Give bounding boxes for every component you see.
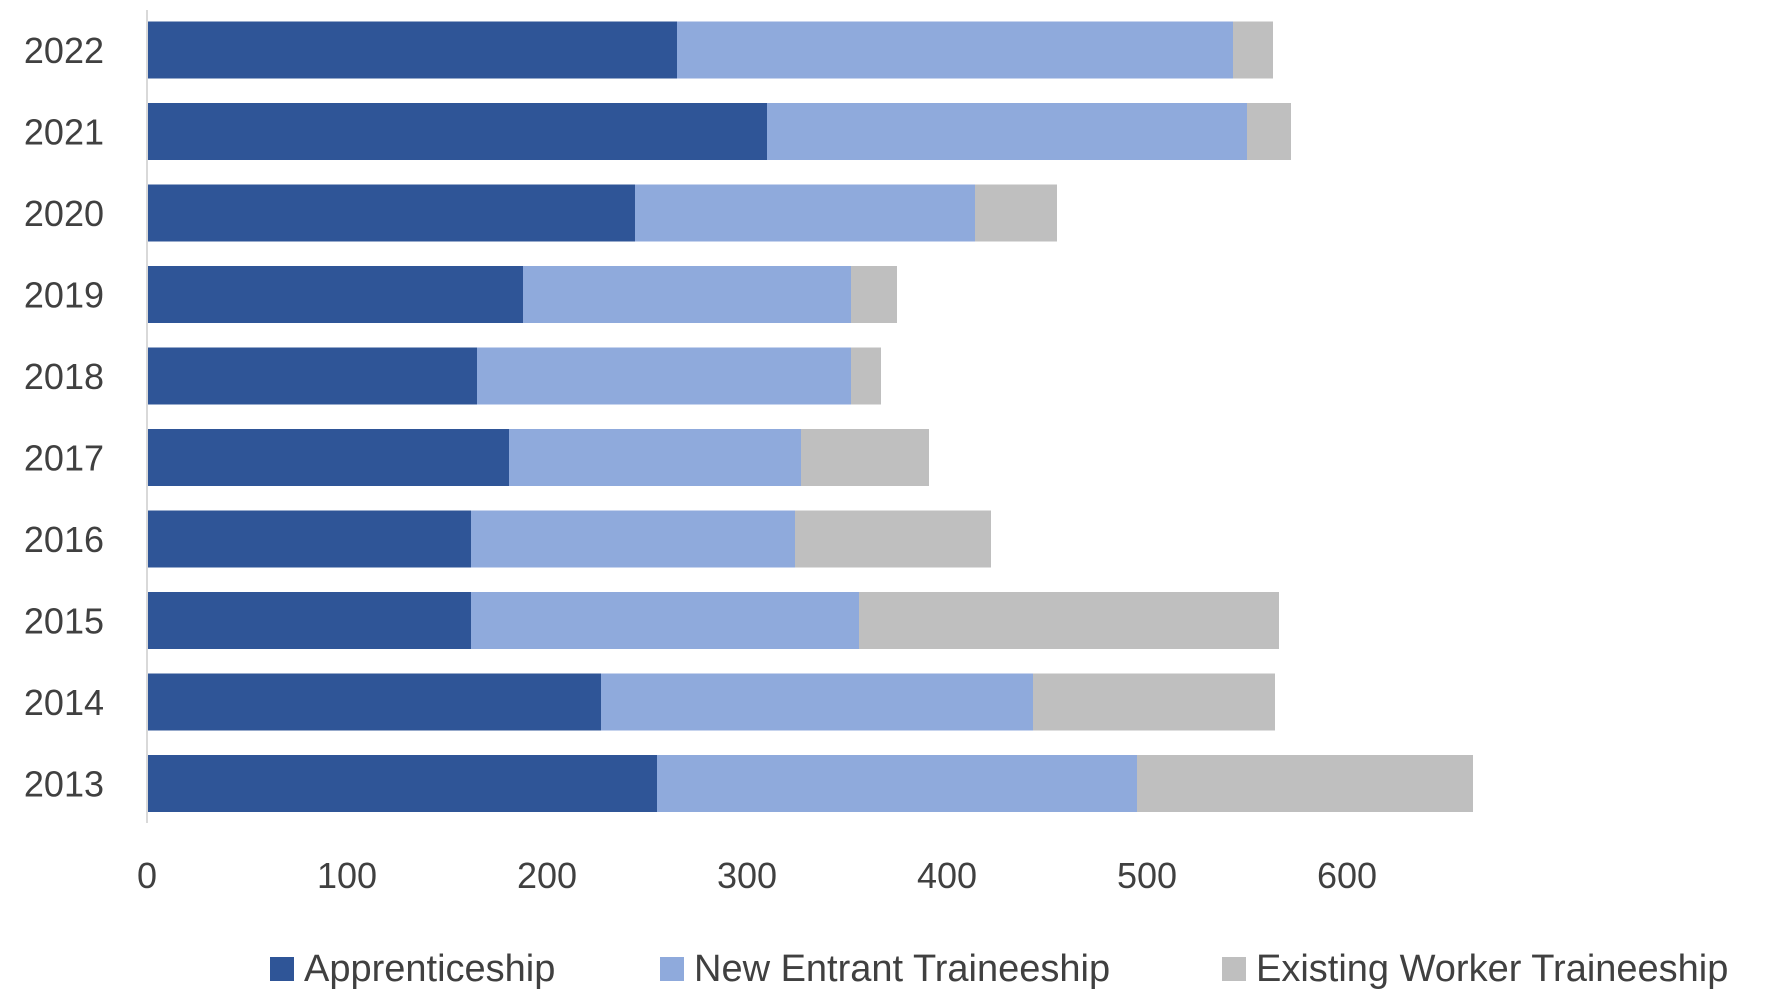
bar-apprenticeship-2015 <box>147 592 471 649</box>
x-tick-label-100: 100 <box>317 855 377 896</box>
y-tick-label-2017: 2017 <box>24 438 104 479</box>
x-tick-label-300: 300 <box>717 855 777 896</box>
x-tick-label-500: 500 <box>1117 855 1177 896</box>
bar-new-entrant-traineeship-2019 <box>523 266 851 323</box>
bar-new-entrant-traineeship-2022 <box>677 21 1233 79</box>
bar-new-entrant-traineeship-2014 <box>601 673 1033 731</box>
legend-item-apprenticeship: Apprenticeship <box>270 944 555 994</box>
x-tick-label-0: 0 <box>137 855 157 896</box>
legend-swatch-new-entrant-traineeship <box>660 957 684 981</box>
bar-apprenticeship-2018 <box>147 347 477 405</box>
bar-existing-worker-traineeship-2018 <box>851 347 881 405</box>
bar-apprenticeship-2021 <box>147 103 767 160</box>
bar-existing-worker-traineeship-2015 <box>859 592 1279 649</box>
bar-new-entrant-traineeship-2016 <box>471 510 795 568</box>
legend: Apprenticeship New Entrant Traineeship E… <box>0 944 1767 994</box>
legend-item-new-entrant-traineeship: New Entrant Traineeship <box>660 944 1110 994</box>
y-tick-label-2019: 2019 <box>24 275 104 316</box>
y-tick-label-2015: 2015 <box>24 601 104 642</box>
y-tick-label-2022: 2022 <box>24 30 104 71</box>
stacked-bar-chart: 2022 2021 2020 2019 2018 2017 2016 2015 2014 2013… <box>24 10 1473 896</box>
bar-existing-worker-traineeship-2017 <box>801 429 929 486</box>
y-tick-label-2020: 2020 <box>24 193 104 234</box>
bar-existing-worker-traineeship-2022 <box>1233 21 1273 79</box>
bar-new-entrant-traineeship-2020 <box>635 184 975 242</box>
bar-apprenticeship-2013 <box>147 755 657 812</box>
bar-apprenticeship-2022 <box>147 21 677 79</box>
bar-apprenticeship-2020 <box>147 184 635 242</box>
bar-existing-worker-traineeship-2013 <box>1137 755 1473 812</box>
x-axis-tick-labels: 0 100 200 300 400 500 600 <box>137 855 1377 896</box>
bar-new-entrant-traineeship-2018 <box>477 347 851 405</box>
bar-existing-worker-traineeship-2019 <box>851 266 897 323</box>
bar-new-entrant-traineeship-2013 <box>657 755 1137 812</box>
bar-new-entrant-traineeship-2015 <box>471 592 859 649</box>
bar-existing-worker-traineeship-2021 <box>1247 103 1291 160</box>
legend-label-apprenticeship: Apprenticeship <box>304 947 556 990</box>
legend-item-existing-worker-traineeship: Existing Worker Traineeship <box>1222 944 1728 994</box>
x-tick-label-400: 400 <box>917 855 977 896</box>
legend-swatch-apprenticeship <box>270 957 294 981</box>
y-tick-label-2016: 2016 <box>24 519 104 560</box>
bar-apprenticeship-2019 <box>147 266 523 323</box>
bar-apprenticeship-2017 <box>147 429 509 486</box>
y-tick-label-2013: 2013 <box>24 764 104 805</box>
y-tick-label-2014: 2014 <box>24 682 104 723</box>
bar-existing-worker-traineeship-2016 <box>795 510 991 568</box>
y-axis-tick-labels: 2022 2021 2020 2019 2018 2017 2016 2015 2014 2013 <box>24 30 104 805</box>
legend-label-existing-worker-traineeship: Existing Worker Traineeship <box>1256 947 1729 990</box>
bar-apprenticeship-2014 <box>147 673 601 731</box>
legend-label-new-entrant-traineeship: New Entrant Traineeship <box>694 947 1111 990</box>
legend-swatch-existing-worker-traineeship <box>1222 957 1246 981</box>
bars-layer <box>147 21 1473 812</box>
bar-apprenticeship-2016 <box>147 510 471 568</box>
bar-new-entrant-traineeship-2017 <box>509 429 801 486</box>
y-tick-label-2021: 2021 <box>24 112 104 153</box>
bar-new-entrant-traineeship-2021 <box>767 103 1247 160</box>
x-tick-label-200: 200 <box>517 855 577 896</box>
bar-existing-worker-traineeship-2020 <box>975 184 1057 242</box>
x-tick-label-600: 600 <box>1317 855 1377 896</box>
y-tick-label-2018: 2018 <box>24 356 104 397</box>
bar-existing-worker-traineeship-2014 <box>1033 673 1275 731</box>
